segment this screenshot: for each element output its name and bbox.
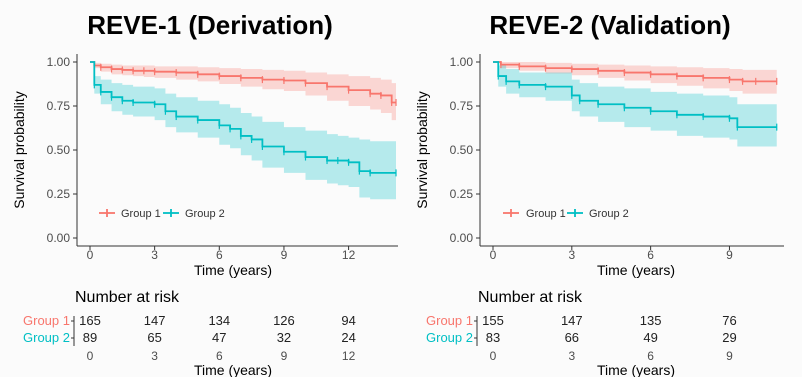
risk-x-tick-label: 6 [216, 349, 223, 363]
plot-area: 0.00 0.25 0.50 0.75 1.00 0 3 6 9 [450, 54, 784, 262]
risk-table-title: Number at risk [478, 289, 583, 306]
y-tick-label: 0.25 [47, 187, 71, 201]
ci-band-group-2 [493, 62, 777, 147]
risk-value: 126 [273, 313, 295, 328]
risk-value: 76 [722, 313, 736, 328]
risk-group-1-label: Group 1 [426, 313, 473, 328]
risk-value: 147 [561, 313, 583, 328]
risk-x-tick-label: 3 [568, 349, 575, 363]
x-tick-label: 0 [87, 248, 94, 262]
y-tick-label: 0.00 [47, 231, 71, 245]
risk-x-tick-label: 0 [490, 349, 497, 363]
risk-group-2-label: Group 2 [23, 330, 70, 345]
risk-values: 155 147 135 76 83 66 49 29 0 3 6 9 [474, 313, 737, 363]
x-tick-label: 9 [726, 248, 733, 262]
x-tick-label: 3 [151, 248, 158, 262]
risk-x-axis-label: Time (years) [194, 362, 272, 377]
x-tick-label: 3 [568, 248, 575, 262]
legend-label-group-1: Group 1 [121, 208, 161, 220]
x-tick-label: 6 [647, 248, 654, 262]
risk-value: 83 [486, 330, 500, 345]
risk-value: 49 [643, 330, 657, 345]
risk-value: 134 [208, 313, 230, 328]
risk-table-title: Number at risk [75, 289, 180, 306]
risk-group-2-label: Group 2 [426, 330, 473, 345]
y-tick-label: 0.00 [450, 231, 474, 245]
risk-x-tick-label: 0 [87, 349, 94, 363]
legend-label-group-2: Group 2 [589, 208, 629, 220]
risk-x-tick-label: 12 [342, 349, 356, 363]
x-axis-label: Time (years) [597, 262, 675, 278]
risk-value: 155 [482, 313, 504, 328]
risk-value: 66 [565, 330, 579, 345]
risk-values: 165 147 134 126 94 89 65 47 32 24 0 3 6 9 12 [71, 313, 356, 363]
risk-value: 47 [212, 330, 226, 345]
y-tick-label: 0.75 [450, 99, 474, 113]
x-tick-label: 9 [281, 248, 288, 262]
y-tick-label: 0.25 [450, 187, 474, 201]
risk-value: 29 [722, 330, 736, 345]
y-axis-label: Survival probability [11, 91, 27, 209]
chart-title: REVE-1 (Derivation) [87, 10, 333, 40]
y-tick-label: 1.00 [47, 55, 71, 69]
y-tick-label: 0.50 [450, 143, 474, 157]
risk-x-tick-label: 9 [281, 349, 288, 363]
risk-value: 32 [277, 330, 291, 345]
risk-value: 94 [341, 313, 355, 328]
ci-band-group-2 [90, 62, 396, 200]
ci-band-group-1 [90, 62, 396, 121]
x-tick-label: 0 [490, 248, 497, 262]
y-axis-label: Survival probability [414, 91, 430, 209]
risk-value: 147 [144, 313, 166, 328]
risk-x-tick-label: 3 [151, 349, 158, 363]
y-tick-label: 0.50 [47, 143, 71, 157]
plot-area: 0.00 0.25 0.50 0.75 1.00 0 3 6 9 12 [47, 54, 398, 262]
legend-label-group-1: Group 1 [526, 208, 566, 220]
y-tick-label: 1.00 [450, 55, 474, 69]
ci-band-group-1 [493, 62, 777, 94]
risk-value: 165 [79, 313, 101, 328]
x-axis-label: Time (years) [194, 262, 272, 278]
legend: Group 1 Group 2 [503, 208, 629, 220]
panel-reve2: REVE-2 (Validation) Survival probability… [414, 10, 784, 377]
risk-x-tick-label: 6 [647, 349, 654, 363]
y-tick-label: 0.75 [47, 99, 71, 113]
panel-reve1: REVE-1 (Derivation) Survival probability… [11, 10, 398, 377]
risk-table: Number at risk Group 1 Group 2 165 147 134… [23, 289, 356, 377]
risk-x-axis-label: Time (years) [597, 362, 675, 377]
chart-title: REVE-2 (Validation) [489, 10, 730, 40]
x-tick-label: 6 [216, 248, 223, 262]
risk-group-1-label: Group 1 [23, 313, 70, 328]
legend: Group 1 Group 2 [99, 208, 225, 220]
risk-value: 24 [341, 330, 355, 345]
x-tick-label: 12 [342, 248, 356, 262]
risk-value: 65 [147, 330, 161, 345]
legend-label-group-2: Group 2 [185, 208, 225, 220]
risk-table: Number at risk Group 1 Group 2 155 147 135… [426, 289, 737, 377]
risk-value: 89 [83, 330, 97, 345]
risk-value: 135 [640, 313, 662, 328]
risk-x-tick-label: 9 [726, 349, 733, 363]
